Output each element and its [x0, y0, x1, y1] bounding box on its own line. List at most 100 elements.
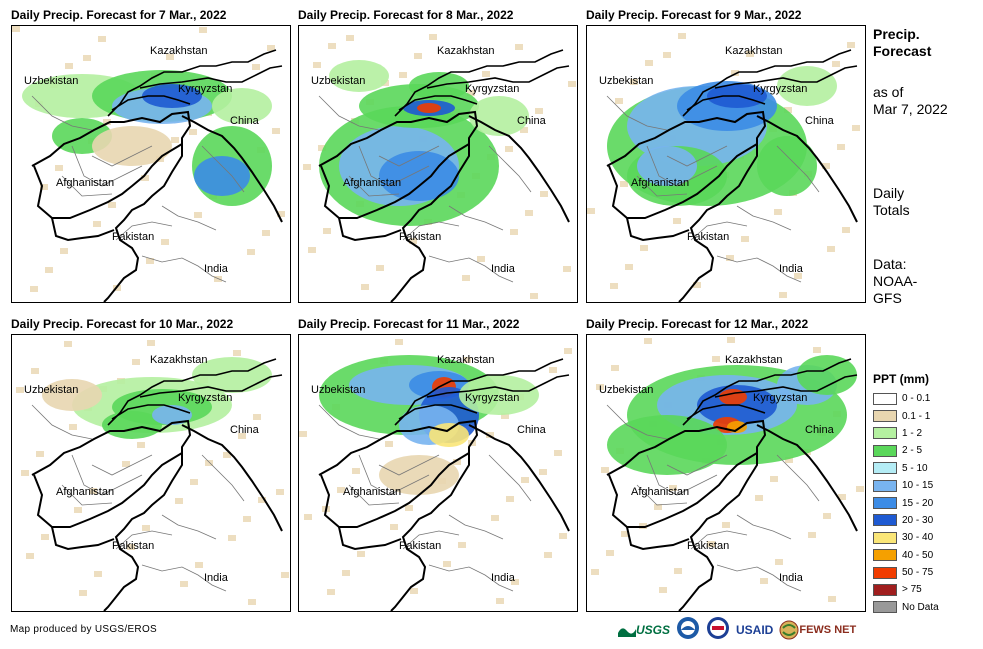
precip-area: [329, 60, 389, 92]
map-label-china: China: [517, 115, 547, 127]
map-label-kazakhstan: Kazakhstan: [725, 354, 782, 366]
country-boundary: [320, 143, 470, 219]
map-label-india: India: [779, 263, 804, 275]
legend-label: 10 - 15: [902, 480, 934, 492]
precip-speckle: [539, 469, 547, 475]
precip-area: [142, 84, 202, 108]
legend-label: 5 - 10: [902, 462, 928, 474]
precip-speckle: [21, 470, 29, 476]
province-boundary: [61, 175, 113, 197]
map-label-kazakhstan: Kazakhstan: [437, 354, 494, 366]
legend-label: 20 - 30: [902, 514, 934, 526]
country-boundary: [606, 110, 767, 302]
province-boundary: [716, 255, 802, 283]
sidebar-title: Precip. Forecast: [873, 26, 931, 60]
precip-speckle: [463, 357, 471, 363]
precip-speckle: [313, 62, 321, 68]
province-boundary: [690, 530, 748, 550]
country-boundary: [318, 110, 479, 302]
precip-speckle: [36, 451, 44, 457]
precip-speckle: [443, 561, 451, 567]
map-label-kyrgyzstan: Kyrgyzstan: [753, 392, 807, 404]
legend-swatch: [873, 497, 897, 510]
province-boundary: [776, 454, 820, 502]
panel-title: Daily Precip. Forecast for 7 Mar., 2022: [11, 8, 227, 22]
map-label-china: China: [230, 115, 260, 127]
province-boundary: [646, 145, 718, 187]
precip-speckle: [852, 125, 860, 131]
precip-speckle: [180, 581, 188, 587]
province-boundary: [736, 514, 792, 540]
country-boundary: [51, 526, 115, 551]
precip-speckle: [252, 64, 260, 70]
country-boundary: [606, 419, 767, 611]
precip-speckle: [535, 108, 543, 114]
precip-speckle: [530, 293, 538, 299]
precip-area: [379, 455, 459, 495]
precip-speckle: [166, 54, 174, 60]
precip-speckle: [395, 339, 403, 345]
precip-speckle: [45, 267, 53, 273]
province-boundary: [201, 145, 245, 193]
precip-speckle: [838, 494, 846, 500]
province-boundary: [161, 205, 217, 231]
province-boundary: [71, 454, 143, 496]
precip-speckle: [328, 43, 336, 49]
precip-speckle: [549, 367, 557, 373]
precip-speckle: [141, 175, 149, 181]
precip-map: Kazakhstan Uzbekistan Kyrgyzstan China Afgha…: [11, 334, 291, 612]
precip-speckle: [65, 63, 73, 69]
legend-title: PPT (mm): [873, 372, 930, 386]
precip-speckle: [785, 457, 793, 463]
precip-area: [459, 375, 539, 415]
logo-strip: USGS USAID FEWS NET: [618, 616, 856, 645]
precip-speckle: [64, 341, 72, 347]
legend-label: 0.1 - 1: [902, 410, 931, 422]
precip-speckle: [342, 570, 350, 576]
legend-swatch: [873, 462, 897, 475]
precip-speckle: [707, 541, 715, 547]
precip-speckle: [194, 212, 202, 218]
map-svg: Kazakhstan Uzbekistan Kyrgyzstan China Afgha…: [587, 33, 860, 302]
credit-text: Map produced by USGS/EROS: [10, 624, 158, 635]
precip-speckle: [323, 228, 331, 234]
province-boundary: [606, 95, 668, 131]
data-line3: GFS: [873, 290, 902, 306]
country-boundary: [756, 115, 858, 223]
legend-item: 0 - 0.1: [873, 390, 939, 407]
province-boundary: [201, 454, 245, 502]
precip-speckle: [79, 590, 87, 596]
precip-area: [777, 66, 837, 106]
precip-area: [757, 136, 817, 196]
precip-speckle: [327, 589, 335, 595]
map-svg: Kazakhstan Uzbekistan Kyrgyzstan China Afgha…: [591, 337, 864, 611]
precip-speckle: [559, 533, 567, 539]
legend-label: 0 - 0.1: [902, 393, 931, 405]
province-boundary: [141, 255, 227, 283]
country-boundary: [111, 404, 191, 420]
precip-map: Kazakhstan Uzbekistan Kyrgyzstan China Afgha…: [586, 334, 866, 612]
legend-swatch: [873, 444, 897, 457]
legend-swatch: [873, 601, 897, 614]
map-svg: Kazakhstan Uzbekistan Kyrgyzstan China Afgha…: [303, 34, 576, 302]
precip-area: [727, 421, 747, 433]
panel-title: Daily Precip. Forecast for 9 Mar., 2022: [586, 8, 802, 22]
precip-speckle: [405, 505, 413, 511]
precip-speckle: [267, 45, 275, 51]
asof-line1: as of: [873, 84, 904, 100]
precip-speckle: [189, 129, 197, 135]
legend-item: 40 - 50: [873, 547, 939, 564]
precip-speckle: [26, 553, 34, 559]
map-label-kazakhstan: Kazakhstan: [437, 45, 494, 57]
map-label-afghanistan: Afghanistan: [631, 177, 689, 189]
country-boundary: [107, 49, 277, 117]
precip-speckle: [741, 236, 749, 242]
precip-speckle: [477, 256, 485, 262]
country-boundary: [181, 115, 283, 223]
map-label-pakistan: Pakistan: [687, 231, 729, 243]
country-boundary: [181, 424, 283, 532]
usaid-seal-icon: [706, 616, 730, 645]
precip-speckle: [847, 42, 855, 48]
precip-speckle: [299, 431, 307, 437]
precip-area: [92, 126, 172, 166]
